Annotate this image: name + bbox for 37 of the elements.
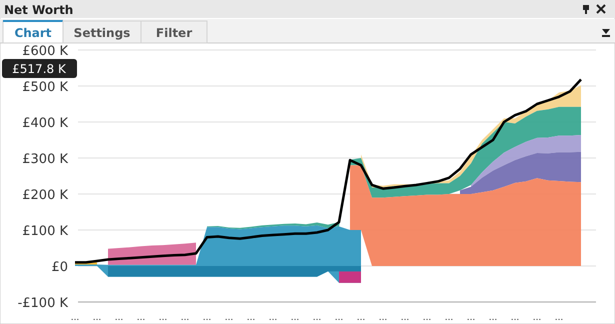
x-tick-label: ... bbox=[202, 313, 212, 323]
x-tick-label: ... bbox=[356, 313, 366, 323]
chart-title: Net Worth bbox=[4, 3, 74, 17]
x-tick-label: ... bbox=[312, 313, 322, 323]
x-tick-label: ... bbox=[290, 313, 300, 323]
x-tick-label: ... bbox=[92, 313, 102, 323]
x-tick-label: ... bbox=[268, 313, 278, 323]
x-tick-label: ... bbox=[422, 313, 432, 323]
line-series bbox=[74, 78, 582, 264]
x-tick-label: ... bbox=[136, 313, 146, 323]
y-tick-label: £500 K bbox=[22, 80, 68, 95]
x-tick-label: ... bbox=[444, 313, 454, 323]
x-tick-label: ... bbox=[180, 313, 190, 323]
x-tick-label: ... bbox=[114, 313, 124, 323]
y-tick-label: £0 bbox=[51, 260, 68, 275]
x-tick-label: ... bbox=[334, 313, 344, 323]
y-tick-label: £600 K bbox=[22, 44, 68, 59]
text: Chart bbox=[14, 26, 52, 40]
y-tick-label: -£100 K bbox=[18, 296, 68, 311]
x-tick-label: ... bbox=[246, 313, 256, 323]
y-tick-label: £100 K bbox=[22, 224, 68, 239]
x-tick-label: ... bbox=[532, 313, 542, 323]
x-tick-label: ... bbox=[466, 313, 476, 323]
y-tick-label: £300 K bbox=[22, 152, 68, 167]
x-tick-label: ... bbox=[554, 313, 564, 323]
x-tick-label: ... bbox=[488, 313, 498, 323]
x-tick-label: ... bbox=[158, 313, 168, 323]
y-tick-label: £400 K bbox=[22, 116, 68, 131]
x-tick-label: ... bbox=[70, 313, 80, 323]
text: Filter bbox=[156, 26, 192, 40]
x-tick-label: ... bbox=[400, 313, 410, 323]
text: Settings bbox=[74, 26, 130, 40]
text: £517.8 K bbox=[12, 62, 67, 76]
y-tick-label: £200 K bbox=[22, 188, 68, 203]
x-tick-label: ... bbox=[510, 313, 520, 323]
x-tick-label: ... bbox=[378, 313, 388, 323]
x-tick-label: ... bbox=[224, 313, 234, 323]
